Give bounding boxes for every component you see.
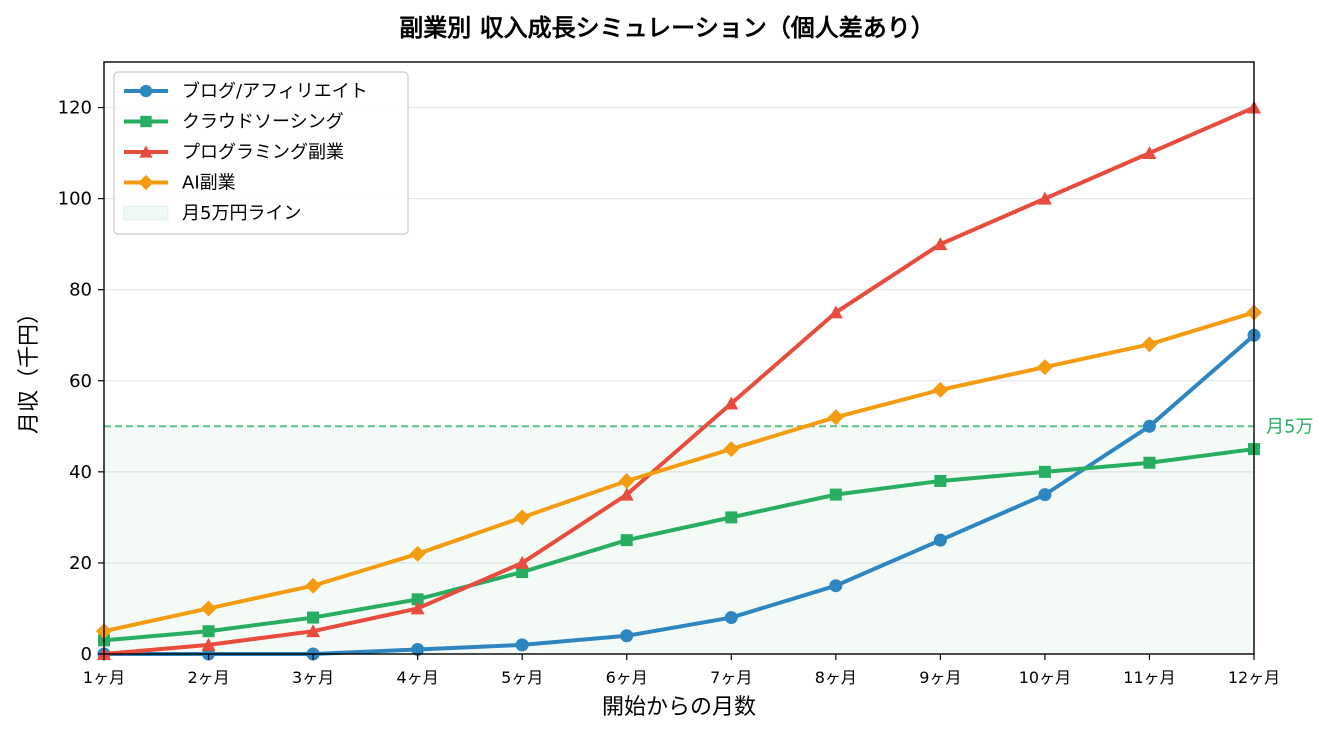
plot-frame [103,61,1255,655]
chart-title: 副業別 収入成長シミュレーション（個人差あり） [399,14,934,42]
x-tick-label: 9ヶ月 [919,668,961,687]
x-axis-label: 開始からの月数 [602,695,756,720]
legend-label-4: AI副業 [182,173,236,194]
y-tick-label: 20 [69,553,92,574]
y-tick-label: 100 [58,189,92,210]
data-point [620,629,634,643]
legend-label-2: クラウドソーシング [182,112,344,133]
series-line-4 [102,310,1256,634]
data-point [306,624,321,638]
data-point [411,593,424,606]
data-point [933,237,948,251]
x-tick-label: 7ヶ月 [710,668,752,687]
data-point [515,638,529,652]
data-point [515,555,530,569]
series-line-2 [102,447,1256,643]
data-point [724,611,738,625]
data-point [305,577,322,594]
data-point [1143,456,1156,469]
legend-label-1: ブログ/アフィリエイト [182,80,368,102]
legend-label-3: プログラミング副業 [182,142,344,163]
x-tick-label: 1ヶ月 [83,668,125,687]
legend-patch-threshold [123,205,169,221]
x-tick-label: 8ヶ月 [815,668,857,687]
data-point [200,600,217,617]
data-point [829,488,842,501]
data-point [1036,359,1053,376]
y-tick-label: 80 [69,280,92,301]
data-point [409,545,426,562]
data-point [1038,488,1052,502]
x-tick-label: 11ヶ月 [1123,668,1175,687]
data-point [411,642,425,656]
x-tick-label: 4ヶ月 [397,668,439,687]
data-point [618,472,635,489]
threshold-region [104,426,1254,654]
legend-marker-2 [140,115,152,128]
plot-area: 月5万 0 20 40 60 80 100 120 1ヶ月 2ヶ月 3ヶ月 4ヶ月 5ヶ月 6ヶ月 7ヶ月 8… [58,61,1313,687]
legend-label-threshold: 月5万円ライン [182,203,301,224]
data-point [1142,419,1156,433]
legend-marker-3 [139,145,153,158]
data-point [934,474,947,487]
data-point [1038,465,1051,478]
data-point [725,511,738,524]
y-axis-label: 月収（千円） [17,302,42,434]
data-point [516,566,529,579]
x-tick-label: 6ヶ月 [606,668,648,687]
y-tick-label: 0 [81,644,92,665]
data-point [307,611,320,624]
data-point [1141,336,1158,353]
legend-marker-4 [138,174,154,191]
data-point [724,396,739,410]
x-tick-label: 12ヶ月 [1228,668,1280,687]
data-point [620,534,633,547]
x-tick-label: 10ヶ月 [1019,668,1071,687]
data-point [514,509,531,526]
x-tick-label: 3ヶ月 [292,668,334,687]
series-line-3 [102,105,1256,656]
y-tick-label: 40 [69,462,92,483]
data-point [933,533,947,547]
data-point [828,305,843,319]
data-point [932,381,949,398]
data-point [827,409,844,426]
data-point [619,487,634,501]
data-point [829,579,843,593]
threshold-annotation: 月5万 [1266,416,1313,437]
data-point [1142,146,1157,160]
data-point [410,601,425,615]
x-tick-label: 5ヶ月 [501,668,543,687]
legend-marker-1 [139,84,153,98]
x-tick-label: 2ヶ月 [187,668,229,687]
legend-box [113,71,409,235]
data-point [1037,191,1052,205]
data-point [723,441,740,458]
data-point [201,637,216,651]
y-tick-label: 60 [69,371,92,392]
y-tick-label: 120 [58,98,92,119]
data-point [202,625,215,638]
